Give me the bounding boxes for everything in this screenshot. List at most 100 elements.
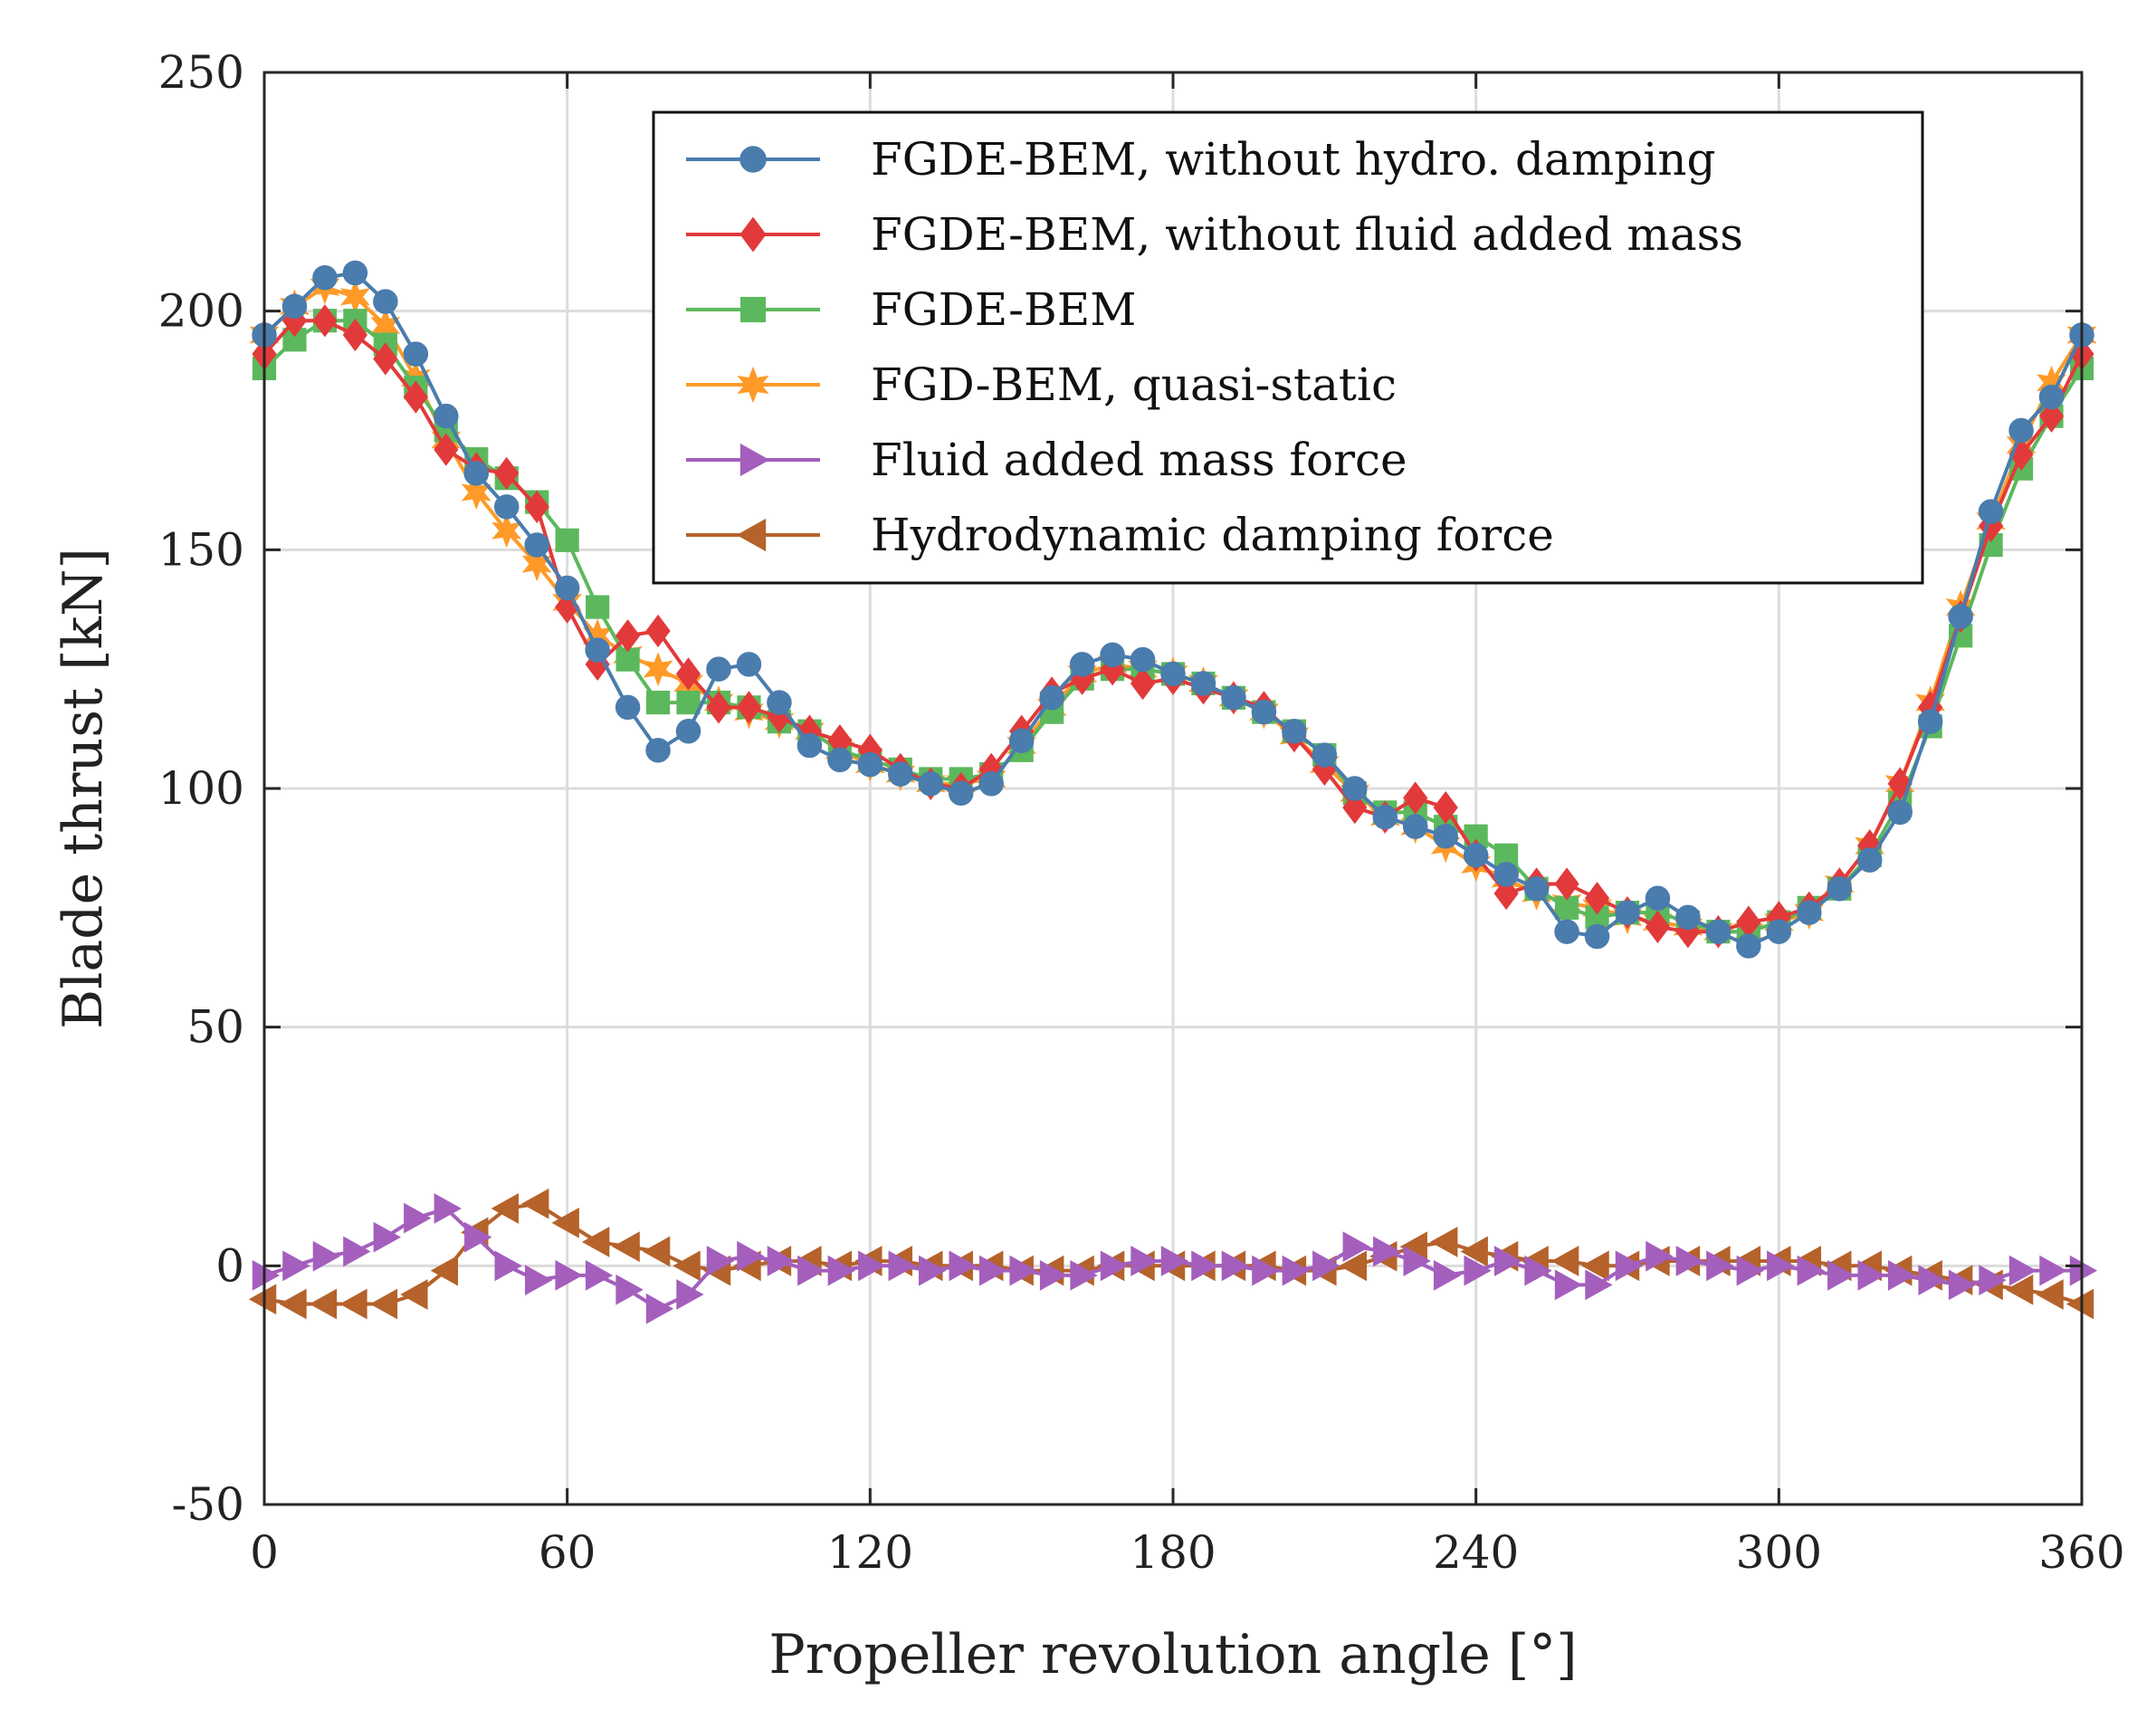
data-point	[1615, 900, 1640, 925]
x-tick-label: 120	[827, 1526, 913, 1579]
data-point	[1918, 1265, 1946, 1296]
legend-entry: FGDE-BEM, without fluid added mass	[686, 208, 1743, 261]
data-point	[1430, 1227, 1458, 1257]
data-point	[585, 637, 610, 663]
data-point	[2008, 1255, 2037, 1286]
data-point	[1339, 1250, 1368, 1282]
data-point	[1160, 661, 1186, 687]
data-point	[524, 490, 549, 524]
data-point	[1766, 919, 1792, 944]
data-point	[767, 1246, 796, 1276]
data-point	[1523, 875, 1550, 902]
data-point	[1948, 604, 1973, 629]
data-point	[524, 532, 549, 558]
data-point	[978, 1255, 1007, 1286]
data-point	[1403, 1246, 1431, 1276]
data-point	[949, 1250, 977, 1282]
data-point	[1736, 933, 1761, 959]
data-point	[676, 690, 701, 715]
data-point	[463, 461, 490, 486]
data-point	[2069, 1255, 2098, 1286]
data-point	[2036, 1279, 2064, 1310]
data-point	[1675, 1246, 1704, 1276]
data-point	[1857, 1260, 1885, 1291]
data-point	[1342, 790, 1368, 825]
data-point	[615, 1274, 644, 1305]
data-point	[739, 443, 770, 477]
data-point	[1252, 1255, 1280, 1286]
data-point	[2005, 1274, 2034, 1305]
data-point	[1554, 919, 1579, 944]
data-point	[1585, 1269, 1613, 1301]
data-point	[1373, 1236, 1401, 1267]
data-point	[555, 1260, 583, 1291]
data-point	[1130, 666, 1156, 701]
data-point	[645, 614, 671, 648]
data-point	[1524, 1255, 1552, 1286]
data-point	[1463, 843, 1489, 868]
data-point	[643, 652, 673, 687]
x-axis-title: Propeller revolution angle [°]	[768, 1623, 1577, 1686]
data-point	[827, 747, 853, 773]
x-tick-label: 180	[1130, 1526, 1216, 1579]
data-point	[434, 403, 459, 429]
legend-box	[652, 110, 1924, 585]
data-point	[1190, 671, 1216, 696]
data-point	[1433, 823, 1458, 849]
series-4	[252, 1193, 2098, 1324]
y-tick-label: -50	[171, 1478, 244, 1531]
data-point	[1460, 1236, 1488, 1267]
legend-entry: FGD-BEM, quasi-static	[686, 358, 1397, 411]
data-point	[706, 1246, 735, 1276]
x-tick-label: 360	[2038, 1526, 2124, 1579]
data-point	[281, 293, 308, 320]
data-point	[1550, 1246, 1579, 1276]
data-point	[919, 1255, 947, 1286]
data-point	[1342, 776, 1368, 801]
data-point	[1221, 1250, 1250, 1282]
data-point	[797, 732, 823, 759]
series-layer	[248, 260, 2098, 1324]
legend-label: Hydrodynamic damping force	[871, 509, 1554, 561]
data-point	[1797, 900, 1822, 925]
data-point	[1221, 685, 1246, 711]
y-axis-title: Blade thrust [kN]	[52, 548, 115, 1029]
data-point	[494, 1250, 522, 1282]
data-point	[1282, 1255, 1311, 1286]
data-point	[1887, 799, 1913, 826]
data-point	[1282, 718, 1307, 744]
data-point	[1402, 814, 1428, 839]
data-point	[612, 1231, 640, 1263]
data-point	[1584, 923, 1610, 950]
data-point	[434, 1193, 462, 1224]
legend-entry: FGDE-BEM	[686, 283, 1136, 336]
data-point	[1039, 1260, 1068, 1291]
data-point	[1493, 876, 1519, 911]
data-point	[737, 1240, 765, 1272]
data-point	[615, 619, 641, 653]
legend-entry: FGDE-BEM, without hydro. damping	[686, 133, 1715, 186]
data-point	[342, 318, 368, 352]
data-point	[1948, 1269, 1977, 1301]
data-point	[642, 1236, 671, 1267]
data-point	[1827, 1260, 1855, 1291]
data-point	[339, 1288, 367, 1320]
data-point	[1705, 919, 1731, 944]
data-point	[581, 1227, 610, 1257]
data-point	[2038, 399, 2065, 433]
data-point	[676, 1279, 704, 1310]
data-point	[1130, 646, 1156, 673]
data-point	[1797, 1255, 1825, 1286]
data-point	[2038, 384, 2065, 410]
data-point	[1584, 882, 1610, 915]
data-point	[1100, 642, 1125, 668]
data-point	[1342, 1231, 1370, 1263]
data-point	[493, 494, 520, 520]
data-point	[1251, 699, 1277, 725]
legend-entry: Fluid added mass force	[686, 434, 1407, 486]
data-point	[675, 657, 701, 691]
data-point	[1979, 1265, 2007, 1296]
data-point	[252, 1260, 281, 1291]
data-point	[1433, 790, 1458, 825]
y-tick-labels: -50 0 50 100 150 200 250	[158, 46, 244, 1531]
